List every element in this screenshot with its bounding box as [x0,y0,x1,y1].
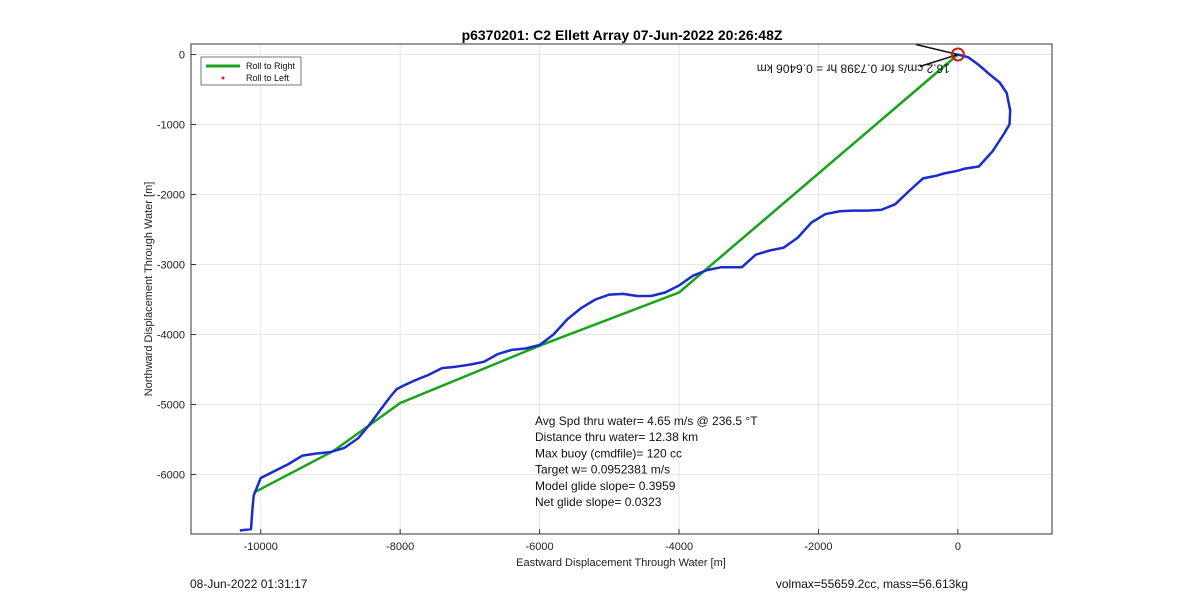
mirrored-current-label: 16.2 cm/s for 0.7398 hr = 0.6406 km [757,62,950,76]
series-layer: 16.2 cm/s for 0.7398 hr = 0.6406 km [239,43,1012,532]
chart-title: p6370201: C2 Ellett Array 07-Jun-2022 20… [462,27,783,43]
x-tick-label: -10000 [244,541,278,553]
stats-annotation: Avg Spd thru water= 4.65 m/s @ 236.5 °T D… [535,414,758,509]
legend-swatch-roll-left [221,76,225,80]
annotation-line: Max buoy (cmdfile)= 120 cc [535,446,682,460]
legend-box [200,56,302,86]
x-tick-label: -2000 [804,541,832,553]
y-tick-label: 0 [179,50,185,62]
y-axis-label: Northward Displacement Through Water [m] [143,182,155,397]
ticks: -10000 -8000 -6000 -4000 -2000 0 0 -1000 -2000 -3… [157,50,961,554]
annotation-line: Distance thru water= 12.38 km [535,430,698,444]
y-tick-label: -6000 [157,470,185,482]
roll-right-line [253,53,959,494]
track-line [239,53,1012,532]
x-tick-label: -8000 [386,541,414,553]
y-tick-label: -5000 [157,400,185,412]
x-tick-label: -6000 [526,541,554,553]
x-tick-label: 0 [955,541,961,553]
y-tick-label: -1000 [157,120,185,132]
x-tick-label: -4000 [665,541,693,553]
y-tick-label: -3000 [157,260,185,272]
footer-mass-info: volmax=55659.2cc, mass=56.613kg [776,577,968,591]
x-axis-label: Eastward Displacement Through Water [m] [516,557,726,569]
y-tick-label: -2000 [157,190,185,202]
surface-marker [950,47,965,62]
annotation-line: Net glide slope= 0.0323 [535,495,662,509]
footer-timestamp: 08-Jun-2022 01:31:17 [190,577,308,591]
annotation-line: Target w= 0.0952381 m/s [535,463,670,477]
grid [191,44,1052,534]
legend-label: Roll to Right [246,61,296,71]
annotation-line: Model glide slope= 0.3959 [535,479,676,493]
depth-average-current-arrow [915,43,959,56]
axes-box [190,43,1053,535]
legend-label: Roll to Left [246,73,290,83]
legend: Roll to Right Roll to Left [200,56,302,86]
annotation-line: Avg Spd thru water= 4.65 m/s @ 236.5 °T [535,414,758,428]
y-tick-label: -4000 [157,330,185,342]
